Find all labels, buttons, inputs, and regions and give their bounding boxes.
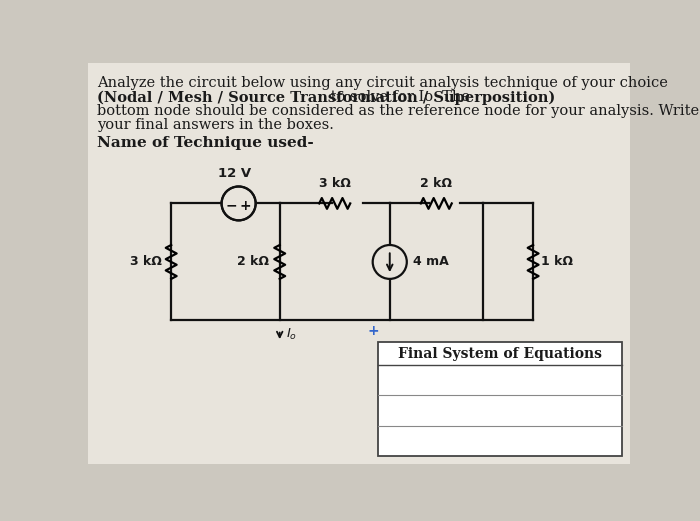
Circle shape [222,187,256,220]
Text: your final answers in the boxes.: your final answers in the boxes. [97,118,334,132]
Text: +: + [239,199,251,213]
Text: to solve for Io. The: to solve for Io. The [326,90,470,104]
Text: −: − [226,199,237,213]
Bar [378,342,622,456]
FancyBboxPatch shape [88,63,630,464]
Text: bottom node should be considered as the reference node for your analysis. Write: bottom node should be considered as the … [97,104,699,118]
Text: 12 V: 12 V [218,167,251,180]
Text: 3 kΩ: 3 kΩ [318,177,351,190]
Text: Analyze the circuit below using any circuit analysis technique of your choice: Analyze the circuit below using any circ… [97,77,668,90]
Text: 3 kΩ: 3 kΩ [130,255,162,268]
Text: $I_o$: $I_o$ [286,327,297,342]
Text: 1 kΩ: 1 kΩ [541,255,573,268]
Text: 4 mA: 4 mA [413,255,449,268]
Text: Name of Technique used-: Name of Technique used- [97,137,314,151]
Text: (Nodal / Mesh / Source Transformation / Superposition) to solve for Io. The: (Nodal / Mesh / Source Transformation / … [97,90,656,105]
Text: 2 kΩ: 2 kΩ [237,255,269,268]
Text: (Nodal / Mesh / Source Transformation / Superposition): (Nodal / Mesh / Source Transformation / … [97,90,555,105]
Text: 2 kΩ: 2 kΩ [420,177,452,190]
Text: Final System of Equations: Final System of Equations [398,346,602,361]
Circle shape [372,245,407,279]
Bar [378,342,622,456]
Text: +: + [368,324,379,338]
